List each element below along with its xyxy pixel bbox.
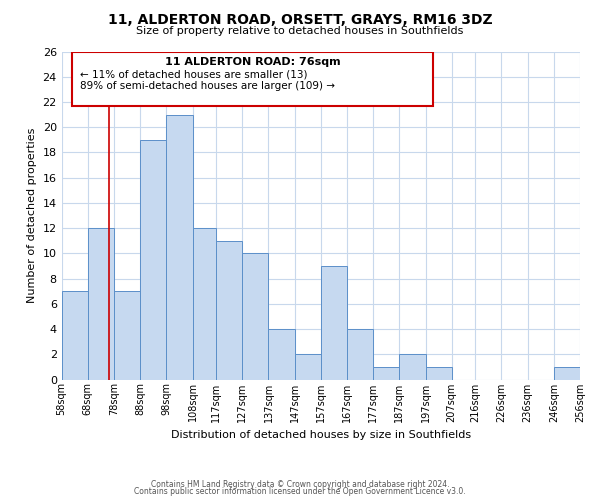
Bar [88, 228, 114, 380]
Bar [62, 291, 88, 380]
Bar [72, 52, 433, 106]
Bar [268, 329, 295, 380]
Bar [295, 354, 321, 380]
Bar [373, 367, 400, 380]
Text: 11, ALDERTON ROAD, ORSETT, GRAYS, RM16 3DZ: 11, ALDERTON ROAD, ORSETT, GRAYS, RM16 3… [107, 12, 493, 26]
Bar [140, 140, 166, 380]
Text: Contains public sector information licensed under the Open Government Licence v3: Contains public sector information licen… [134, 487, 466, 496]
Bar [242, 254, 268, 380]
Bar [347, 329, 373, 380]
Text: 89% of semi-detached houses are larger (109) →: 89% of semi-detached houses are larger (… [80, 80, 335, 90]
Y-axis label: Number of detached properties: Number of detached properties [27, 128, 37, 303]
Text: Contains HM Land Registry data © Crown copyright and database right 2024.: Contains HM Land Registry data © Crown c… [151, 480, 449, 489]
Text: ← 11% of detached houses are smaller (13): ← 11% of detached houses are smaller (13… [80, 70, 307, 80]
Bar [216, 240, 242, 380]
Bar [400, 354, 425, 380]
Text: 11 ALDERTON ROAD: 76sqm: 11 ALDERTON ROAD: 76sqm [165, 56, 341, 66]
Bar [425, 367, 452, 380]
Bar [321, 266, 347, 380]
Text: Size of property relative to detached houses in Southfields: Size of property relative to detached ho… [136, 26, 464, 36]
X-axis label: Distribution of detached houses by size in Southfields: Distribution of detached houses by size … [171, 430, 471, 440]
Bar [114, 291, 140, 380]
Bar [193, 228, 216, 380]
Bar [554, 367, 580, 380]
Bar [166, 114, 193, 380]
